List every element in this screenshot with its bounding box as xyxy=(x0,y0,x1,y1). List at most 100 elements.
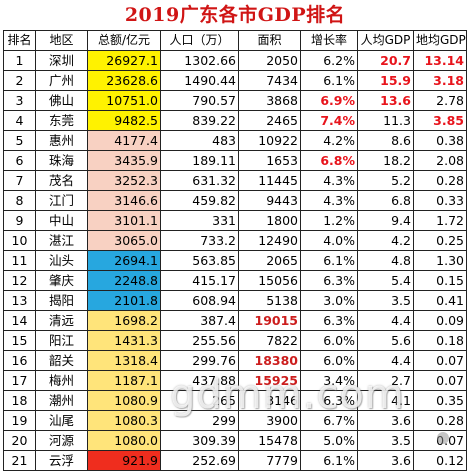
cell-population: 459.82 xyxy=(160,190,239,211)
cell-area: 15478 xyxy=(238,430,301,451)
cell-population: 839.22 xyxy=(160,110,239,131)
cell-per-area-gdp: 1.30 xyxy=(413,250,467,271)
cell-rank: 5 xyxy=(3,130,36,151)
cell-region: 清远 xyxy=(35,310,88,331)
table-row: 13 揭阳 2101.8 608.94 5138 3.0% 3.5 0.41 xyxy=(3,290,467,311)
table-row: 21 云浮 921.9 252.69 7779 6.1% 3.6 0.12 xyxy=(3,450,467,471)
cell-region: 云浮 xyxy=(35,450,88,471)
cell-area: 3900 xyxy=(238,410,301,431)
cell-rank: 9 xyxy=(3,210,36,231)
table-row: 1 深圳 26927.1 1302.66 2050 6.2% 20.7 13.14 xyxy=(3,50,467,71)
cell-region: 河源 xyxy=(35,430,88,451)
cell-gdp-total: 1318.4 xyxy=(87,350,161,371)
cell-area: 7434 xyxy=(238,70,301,91)
cell-gdp-total: 3146.6 xyxy=(87,190,161,211)
cell-population: 387.4 xyxy=(160,310,239,331)
cell-per-capita-gdp: 9.4 xyxy=(357,210,414,231)
cell-population: 299 xyxy=(160,410,239,431)
cell-growth: 4.3% xyxy=(300,190,358,211)
cell-rank: 13 xyxy=(3,290,36,311)
cell-growth: 6.1% xyxy=(300,70,358,91)
cell-per-capita-gdp: 11.3 xyxy=(357,110,414,131)
cell-per-capita-gdp: 15.9 xyxy=(357,70,414,91)
cell-per-capita-gdp: 2.7 xyxy=(357,370,414,391)
cell-growth: 6.0% xyxy=(300,350,358,371)
cell-rank: 2 xyxy=(3,70,36,91)
cell-per-area-gdp: 0.33 xyxy=(413,190,467,211)
cell-per-area-gdp: 0.07 xyxy=(413,350,467,371)
cell-gdp-total: 3435.9 xyxy=(87,150,161,171)
cell-population: 790.57 xyxy=(160,90,239,111)
cell-population: 608.94 xyxy=(160,290,239,311)
table-title: 2019广东各市GDP排名 xyxy=(124,4,346,26)
cell-per-capita-gdp: 4.1 xyxy=(357,390,414,411)
header-per-capita-gdp: 人均GDP xyxy=(357,30,414,51)
table-row: 10 湛江 3065.0 733.2 12490 4.0% 4.2 0.25 xyxy=(3,230,467,251)
table-row: 15 阳江 1431.3 255.56 7822 6.0% 5.6 0.18 xyxy=(3,330,467,351)
cell-growth: 7.4% xyxy=(300,110,358,131)
cell-region: 中山 xyxy=(35,210,88,231)
cell-rank: 17 xyxy=(3,370,36,391)
cell-area: 12490 xyxy=(238,230,301,251)
cell-gdp-total: 1080.3 xyxy=(87,410,161,431)
cell-population: 415.17 xyxy=(160,270,239,291)
cell-region: 广州 xyxy=(35,70,88,91)
cell-rank: 19 xyxy=(3,410,36,431)
header-per-area-gdp: 地均GDP xyxy=(413,30,467,51)
cell-region: 阳江 xyxy=(35,330,88,351)
cell-gdp-total: 2248.8 xyxy=(87,270,161,291)
cell-gdp-total: 3065.0 xyxy=(87,230,161,251)
cell-region: 深圳 xyxy=(35,50,88,71)
cell-area: 2465 xyxy=(238,110,301,131)
cell-population: 483 xyxy=(160,130,239,151)
cell-per-area-gdp: 0.12 xyxy=(413,450,467,471)
cell-growth: 6.1% xyxy=(300,250,358,271)
cell-growth: 3.0% xyxy=(300,290,358,311)
table-row: 6 珠海 3435.9 189.11 1653 6.8% 18.2 2.08 xyxy=(3,150,467,171)
cell-per-area-gdp: 13.14 xyxy=(413,50,467,71)
cell-per-area-gdp: 0.38 xyxy=(413,130,467,151)
cell-rank: 14 xyxy=(3,310,36,331)
header-region: 地区 xyxy=(35,30,88,51)
cell-population: 563.85 xyxy=(160,250,239,271)
cell-area: 1800 xyxy=(238,210,301,231)
cell-population: 299.76 xyxy=(160,350,239,371)
cell-region: 梅州 xyxy=(35,370,88,391)
cell-population: 1302.66 xyxy=(160,50,239,71)
table-row: 3 佛山 10751.0 790.57 3868 6.9% 13.6 2.78 xyxy=(3,90,467,111)
cell-gdp-total: 1187.1 xyxy=(87,370,161,391)
cell-rank: 21 xyxy=(3,450,36,471)
cell-per-capita-gdp: 6.8 xyxy=(357,190,414,211)
cell-population: 252.69 xyxy=(160,450,239,471)
cell-region: 珠海 xyxy=(35,150,88,171)
cell-per-capita-gdp: 13.6 xyxy=(357,90,414,111)
cell-growth: 6.8% xyxy=(300,150,358,171)
cell-rank: 18 xyxy=(3,390,36,411)
cell-area: 2050 xyxy=(238,50,301,71)
cell-region: 湛江 xyxy=(35,230,88,251)
cell-rank: 4 xyxy=(3,110,36,131)
cell-region: 惠州 xyxy=(35,130,88,151)
cell-growth: 6.7% xyxy=(300,410,358,431)
cell-rank: 12 xyxy=(3,270,36,291)
cell-region: 汕尾 xyxy=(35,410,88,431)
gdp-ranking-table: 排名 地区 总额/亿元 人口（万） 面积 增长率 人均GDP 地均GDP 1 深圳… xyxy=(3,30,467,471)
cell-area: 7779 xyxy=(238,450,301,471)
cell-per-capita-gdp: 8.6 xyxy=(357,130,414,151)
gdp-ranking-page: 2019广东各市GDP排名 排名 地区 总额/亿元 人口（万） 面积 增长率 人… xyxy=(3,4,467,471)
cell-gdp-total: 3252.3 xyxy=(87,170,161,191)
cell-growth: 6.0% xyxy=(300,330,358,351)
cell-area: 2065 xyxy=(238,250,301,271)
cell-region: 茂名 xyxy=(35,170,88,191)
cell-gdp-total: 1080.0 xyxy=(87,430,161,451)
cell-per-capita-gdp: 18.2 xyxy=(357,150,414,171)
cell-population: 265 xyxy=(160,390,239,411)
cell-area: 5138 xyxy=(238,290,301,311)
cell-region: 江门 xyxy=(35,190,88,211)
cell-rank: 6 xyxy=(3,150,36,171)
cell-region: 揭阳 xyxy=(35,290,88,311)
table-row: 20 河源 1080.0 309.39 15478 5.0% 3.5 0.07 xyxy=(3,430,467,451)
cell-gdp-total: 1080.9 xyxy=(87,390,161,411)
cell-per-capita-gdp: 20.7 xyxy=(357,50,414,71)
cell-per-area-gdp: 3.85 xyxy=(413,110,467,131)
